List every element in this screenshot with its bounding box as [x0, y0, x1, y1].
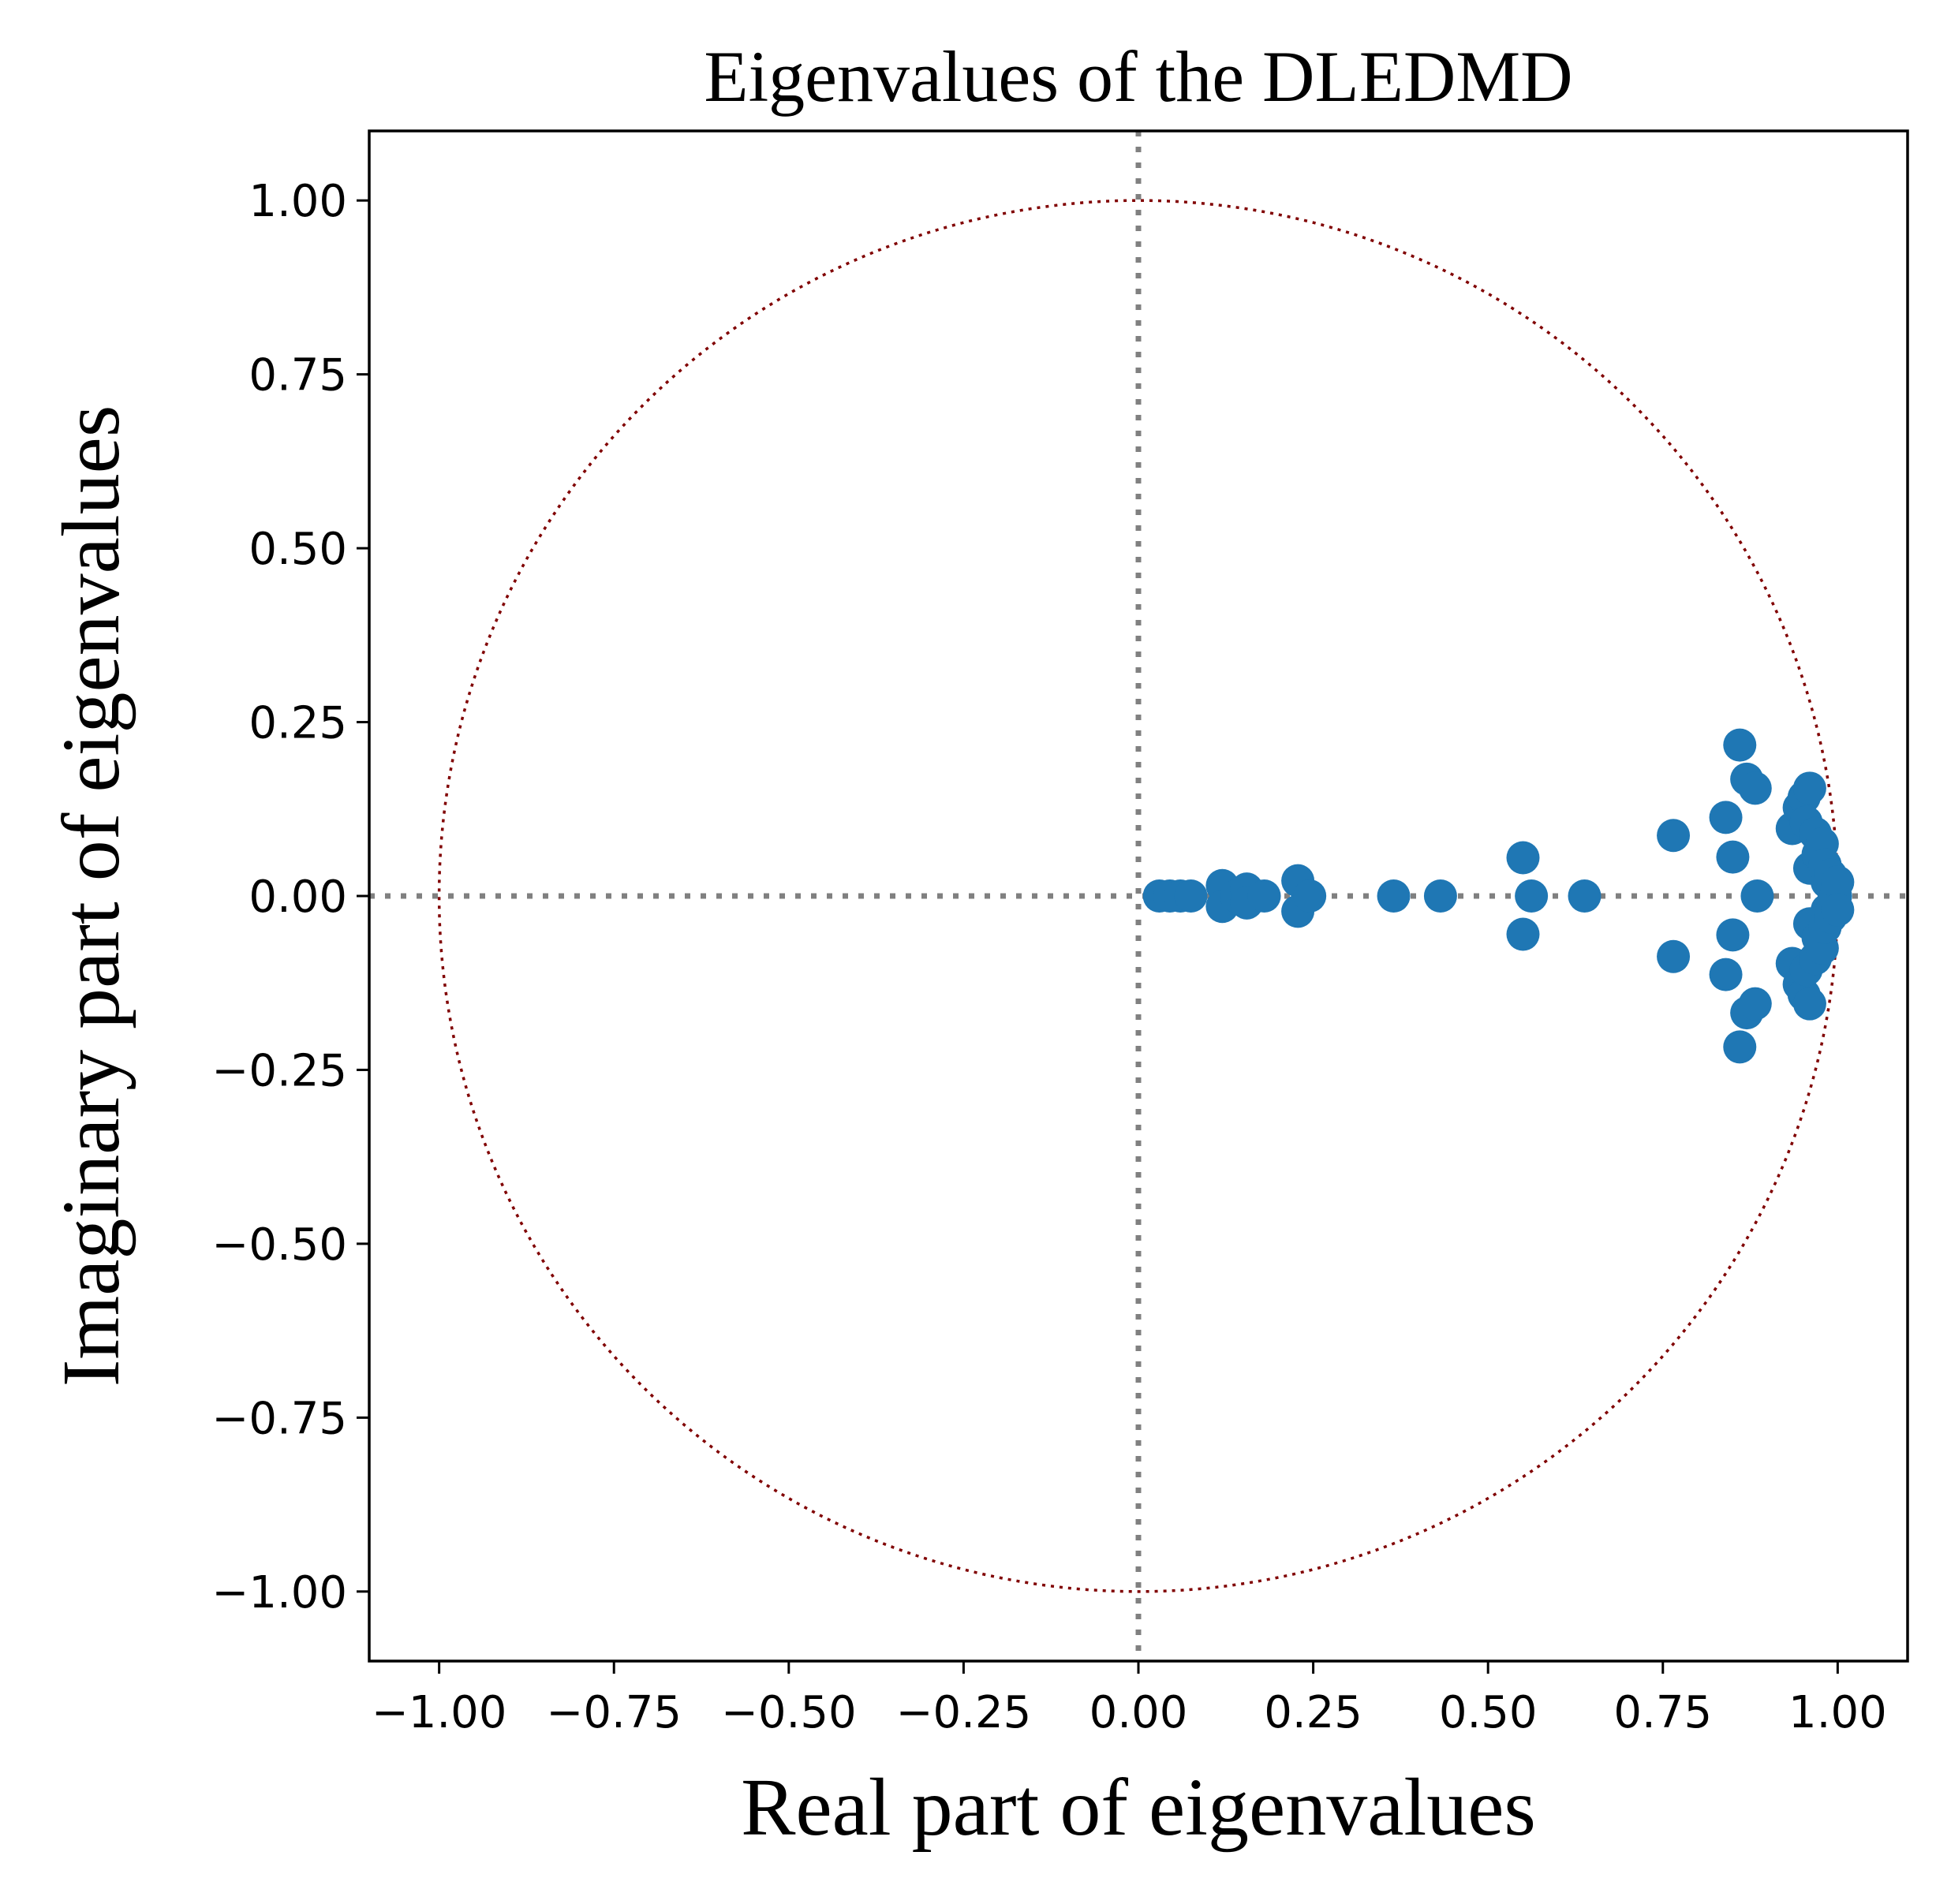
data-point — [1423, 879, 1457, 913]
x-tick-label: 0.50 — [1439, 1687, 1538, 1738]
data-point — [1740, 879, 1774, 913]
data-point — [1377, 879, 1411, 913]
x-axis-ticks: −1.00 −0.75 −0.50 −0.25 0.00 0.25 0.50 0.75 1.00 — [372, 1661, 1887, 1738]
data-point — [1515, 879, 1549, 913]
x-tick-label: −0.75 — [546, 1687, 682, 1738]
y-tick-label: −0.25 — [211, 1045, 347, 1096]
data-point — [1568, 879, 1601, 913]
x-tick-label: 0.00 — [1089, 1687, 1188, 1738]
x-tick-label: 0.25 — [1264, 1687, 1362, 1738]
data-point — [1821, 865, 1855, 899]
data-point — [1716, 840, 1750, 874]
data-point — [1821, 893, 1855, 927]
data-point — [1723, 1030, 1757, 1064]
data-points — [1142, 728, 1855, 1064]
x-axis-label: Real part of eigenvalues — [741, 1762, 1536, 1853]
data-point — [1657, 939, 1691, 973]
data-point — [1174, 879, 1208, 913]
data-point — [1506, 917, 1540, 951]
y-tick-label: −0.50 — [211, 1219, 347, 1271]
unit-circle — [437, 199, 1840, 1593]
chart-title: Eigenvalues of the DLEDMD — [704, 36, 1572, 117]
y-tick-label: 0.50 — [249, 524, 347, 575]
data-point — [1716, 918, 1750, 952]
plot-area — [369, 131, 1908, 1661]
y-tick-label: 0.25 — [249, 698, 347, 749]
data-point — [1738, 987, 1772, 1021]
data-point — [1723, 728, 1757, 762]
data-point — [1738, 771, 1772, 805]
x-tick-label: −1.00 — [372, 1687, 507, 1738]
plot-frame — [368, 129, 1909, 1663]
y-tick-label: −1.00 — [211, 1567, 347, 1618]
x-tick-label: −0.50 — [721, 1687, 857, 1738]
y-tick-label: 0.00 — [249, 872, 347, 923]
data-point — [1709, 958, 1743, 991]
y-tick-label: 0.75 — [249, 350, 347, 401]
x-tick-label: 1.00 — [1788, 1687, 1887, 1738]
data-point — [1506, 841, 1540, 875]
y-tick-label: −0.75 — [211, 1393, 347, 1444]
data-point — [1792, 987, 1826, 1021]
x-tick-label: −0.25 — [896, 1687, 1032, 1738]
y-axis-ticks: 1.00 0.75 0.50 0.25 0.00 −0.25 −0.50 −0.75 −1.00 — [211, 176, 369, 1618]
data-point — [1657, 819, 1691, 853]
y-axis-label: Imaginary part of eigenvalues — [46, 405, 136, 1387]
data-point — [1247, 879, 1281, 913]
data-point — [1293, 879, 1327, 913]
data-point — [1792, 771, 1826, 805]
y-tick-label: 1.00 — [249, 176, 347, 227]
data-point — [1709, 801, 1743, 834]
x-tick-label: 0.75 — [1613, 1687, 1712, 1738]
